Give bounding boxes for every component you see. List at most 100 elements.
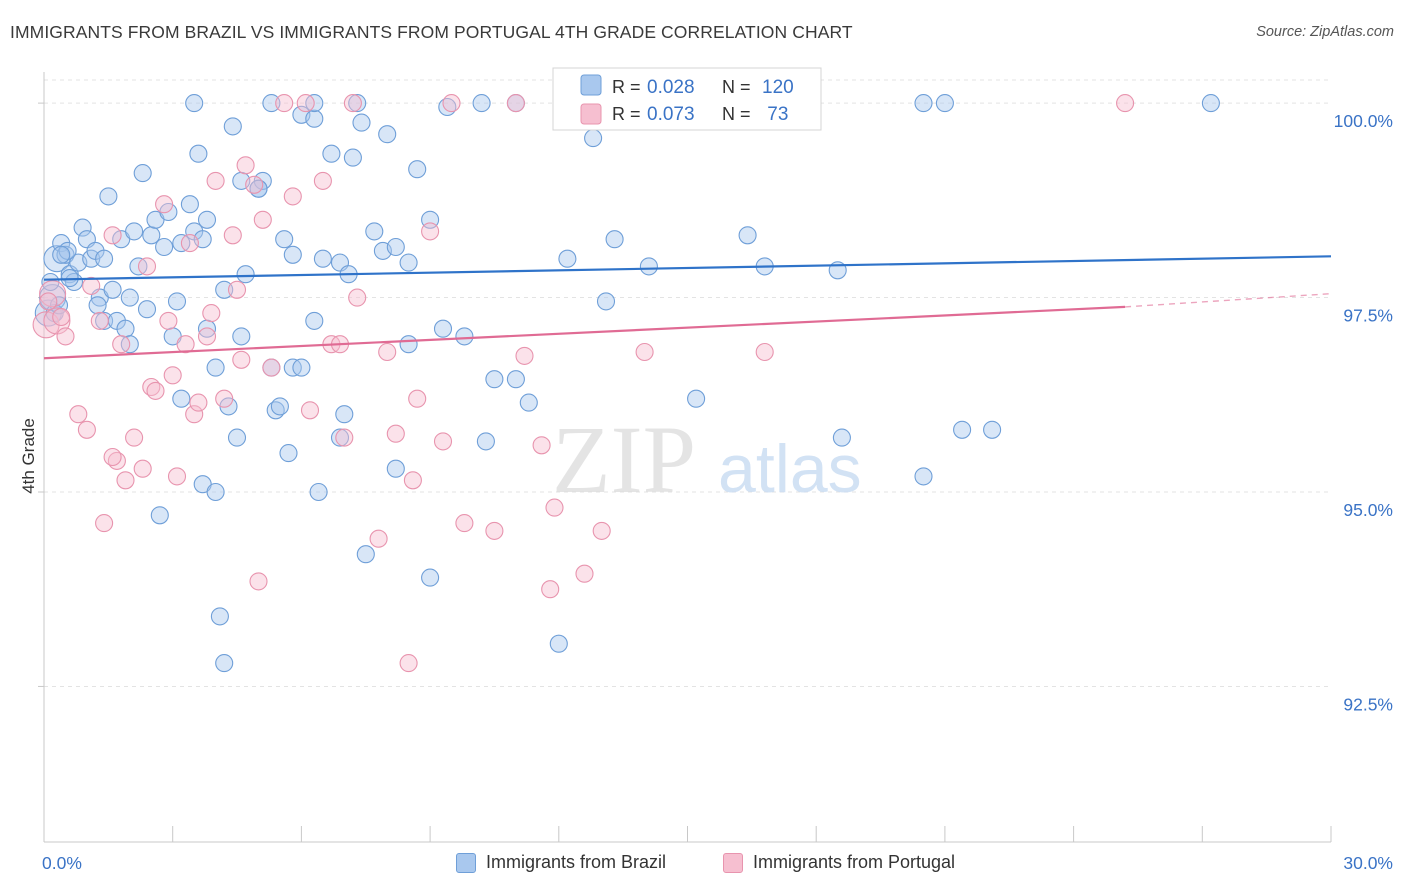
brazil-point	[95, 249, 114, 268]
watermark-atlas: atlas	[718, 431, 862, 507]
portugal-point	[369, 529, 388, 548]
brazil-point	[206, 482, 225, 502]
portugal-point	[335, 428, 354, 447]
brazil-point	[120, 288, 139, 307]
brazil-point	[687, 389, 706, 408]
portugal-point	[223, 226, 242, 245]
portugal-point	[283, 187, 302, 206]
brazil-point	[378, 125, 397, 144]
portugal-point	[206, 171, 225, 190]
brazil-point	[914, 94, 933, 113]
brazil-point	[99, 187, 118, 206]
legend-swatch-brazil	[456, 852, 476, 873]
brazil-point	[305, 311, 324, 330]
portugal-point	[90, 311, 109, 330]
tick-labels: 92.5% 95.0% 97.5% 100.0%	[1334, 111, 1393, 714]
portugal-point	[180, 234, 199, 253]
portugal-point	[227, 280, 247, 299]
portugal-point	[236, 156, 255, 175]
brazil-point	[506, 370, 525, 389]
scatter-chart: ZIP atlas 92.5% 95.0% 97.5% 100.0% 4th Grad…	[19, 67, 1393, 843]
brazil-point	[408, 160, 427, 179]
trend-line-brazil	[43, 255, 1332, 281]
legend-item-brazil[interactable]: Immigrants from Brazil	[456, 852, 666, 873]
portugal-point	[485, 521, 504, 540]
portugal-point	[69, 405, 88, 424]
y-tick-label: 97.5%	[1343, 306, 1393, 326]
portugal-point	[103, 226, 122, 245]
axes	[38, 72, 1332, 843]
brazil-point	[322, 144, 341, 163]
trend-line-portugal	[43, 305, 1126, 360]
brazil-point	[232, 327, 251, 346]
brazil-point	[172, 389, 191, 408]
brazil-point	[185, 94, 204, 113]
portugal-point	[433, 432, 453, 451]
brazil-point	[270, 397, 289, 416]
y-tick-label: 92.5%	[1343, 694, 1393, 714]
brazil-point	[485, 370, 504, 389]
watermark-zip: ZIP	[552, 406, 696, 513]
brazil-point	[953, 420, 972, 439]
portugal-point	[155, 195, 174, 214]
stats-r-value-portugal: 0.073	[647, 104, 695, 125]
portugal-point	[197, 327, 217, 346]
stats-box: R = 0.028 N = 120 R = 0.073 N = 73	[552, 67, 822, 131]
portugal-point	[52, 307, 71, 327]
chart-title: IMMIGRANTS FROM BRAZIL VS IMMIGRANTS FRO…	[10, 22, 853, 42]
stats-n-value-brazil: 120	[762, 77, 794, 98]
brazil-point	[210, 607, 229, 626]
brazil-point	[313, 249, 332, 268]
portugal-point	[378, 342, 397, 362]
stats-r-label-brazil: R =	[612, 77, 641, 97]
brazil-point	[197, 210, 217, 229]
brazil-point	[283, 245, 302, 264]
brazil-point	[433, 319, 453, 338]
brazil-point	[155, 237, 174, 257]
portugal-point	[112, 335, 131, 354]
brazil-point	[275, 230, 294, 249]
brazil-point	[189, 144, 208, 163]
legend-label-brazil: Immigrants from Brazil	[486, 852, 667, 872]
brazil-point	[472, 94, 491, 113]
stats-r-label-portugal: R =	[612, 104, 641, 124]
brazil-point	[386, 459, 405, 478]
brazil-point	[983, 420, 1002, 439]
legend-swatch-portugal	[723, 852, 743, 873]
portugal-point	[215, 389, 234, 408]
brazil-point	[605, 230, 624, 249]
y-tick-label: 95.0%	[1343, 500, 1393, 520]
brazil-point	[133, 164, 152, 183]
legend-item-portugal[interactable]: Immigrants from Portugal	[723, 852, 955, 873]
brazil-point	[343, 148, 362, 167]
portugal-point	[399, 654, 418, 673]
stats-swatch-portugal	[580, 103, 602, 125]
portugal-point	[386, 424, 405, 443]
brazil-point	[352, 113, 371, 132]
portugal-point	[575, 564, 594, 583]
stats-n-label-brazil: N =	[722, 77, 751, 97]
brazil-point	[167, 292, 187, 311]
brazil-point	[399, 335, 418, 354]
brazil-point	[206, 358, 225, 377]
brazil-point	[223, 117, 242, 136]
portugal-point	[592, 521, 611, 540]
portugal-point	[245, 175, 264, 194]
portugal-point	[146, 381, 165, 400]
chart-source: Source: ZipAtlas.com	[1256, 24, 1394, 40]
trend-lines	[43, 255, 1332, 360]
brazil-point	[935, 94, 954, 113]
brazil-point	[125, 222, 144, 241]
brazil-point	[180, 195, 199, 214]
brazil-point	[386, 237, 405, 257]
portugal-point	[185, 405, 204, 424]
portugal-point	[103, 447, 122, 467]
brazil-point	[215, 654, 234, 673]
gridlines	[44, 79, 1331, 687]
portugal-point	[82, 276, 101, 295]
portugal-point	[232, 350, 251, 369]
brazil-point	[309, 482, 328, 502]
brazil-point	[455, 327, 474, 346]
portugal-point	[421, 222, 440, 241]
portugal-point	[348, 288, 367, 307]
